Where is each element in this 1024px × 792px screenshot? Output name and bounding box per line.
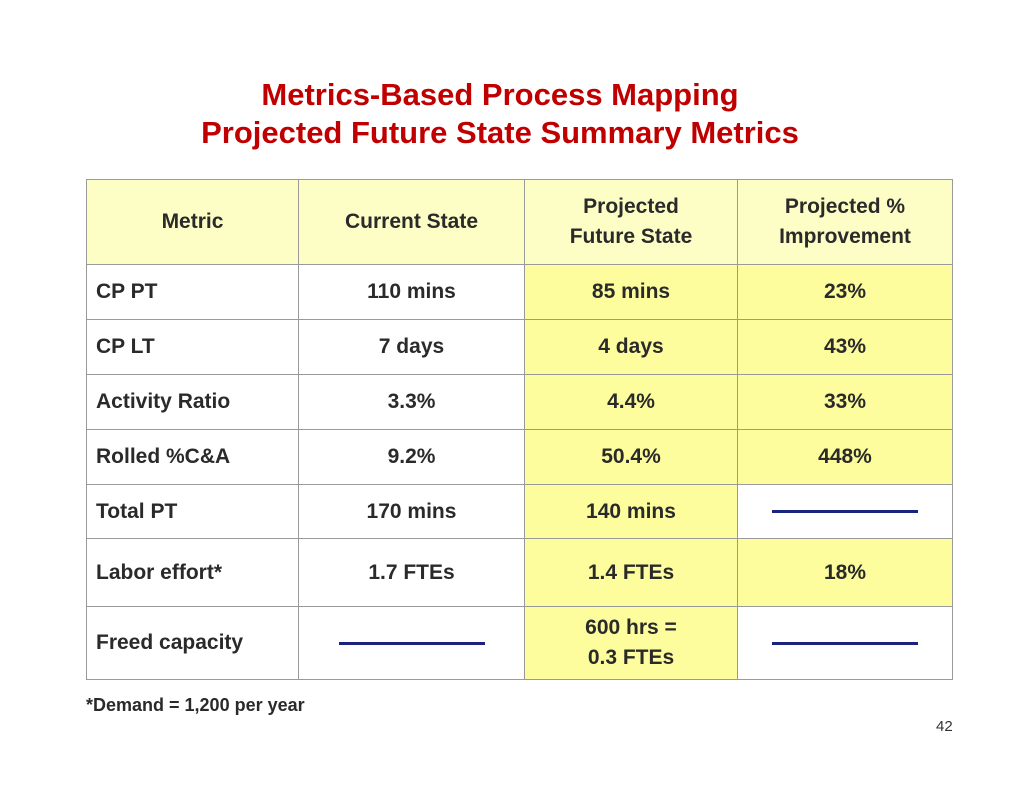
table-row: Rolled %C&A 9.2% 50.4% 448% [86, 429, 953, 485]
slide-title: Metrics-Based Process Mapping Projected … [0, 76, 1000, 152]
table-row: CP PT 110 mins 85 mins 23% [86, 264, 953, 320]
cell-future: 4 days [524, 319, 738, 375]
cell-metric: Freed capacity [86, 606, 299, 680]
cell-metric: Activity Ratio [86, 374, 299, 430]
title-line-1: Metrics-Based Process Mapping [261, 77, 739, 112]
table-row: Freed capacity 600 hrs = 0.3 FTEs [86, 606, 953, 680]
cell-current: 170 mins [298, 484, 525, 539]
table-header-row: Metric Current State Projected Future St… [86, 179, 953, 265]
header-projected-improvement: Projected % Improvement [737, 179, 953, 265]
cell-improvement: 23% [737, 264, 953, 320]
cell-future: 1.4 FTEs [524, 538, 738, 607]
cell-current: 1.7 FTEs [298, 538, 525, 607]
cell-current-empty [298, 606, 525, 680]
cell-improvement: 43% [737, 319, 953, 375]
cell-future: 50.4% [524, 429, 738, 485]
cell-metric: Rolled %C&A [86, 429, 299, 485]
cell-improvement-empty [737, 606, 953, 680]
dash-line [338, 641, 485, 645]
cell-current: 9.2% [298, 429, 525, 485]
cell-improvement-empty [737, 484, 953, 539]
header-improvement-line-2: Improvement [779, 225, 911, 248]
cell-metric: CP PT [86, 264, 299, 320]
metrics-table: Metric Current State Projected Future St… [86, 179, 953, 680]
cell-future: 600 hrs = 0.3 FTEs [524, 606, 738, 680]
dash-line [772, 510, 918, 514]
header-improvement-line-1: Projected % [784, 195, 906, 218]
header-projected-future-state: Projected Future State [524, 179, 738, 265]
dash-line [772, 641, 918, 645]
cell-future: 85 mins [524, 264, 738, 320]
table-row: Labor effort* 1.7 FTEs 1.4 FTEs 18% [86, 538, 953, 607]
header-future-line-2: Future State [569, 225, 693, 248]
cell-current: 7 days [298, 319, 525, 375]
cell-current: 3.3% [298, 374, 525, 430]
cell-future: 4.4% [524, 374, 738, 430]
cell-metric: Labor effort* [86, 538, 299, 607]
cell-improvement: 33% [737, 374, 953, 430]
cell-improvement: 448% [737, 429, 953, 485]
page-number: 42 [936, 718, 953, 735]
cell-future-line-2: 0.3 FTEs [587, 646, 675, 669]
cell-improvement: 18% [737, 538, 953, 607]
table-row: Activity Ratio 3.3% 4.4% 33% [86, 374, 953, 430]
cell-future-line-1: 600 hrs = [585, 616, 677, 639]
header-current-state: Current State [298, 179, 525, 265]
header-future-line-1: Projected [583, 195, 679, 218]
table-row: CP LT 7 days 4 days 43% [86, 319, 953, 375]
table-row: Total PT 170 mins 140 mins [86, 484, 953, 539]
footnote: *Demand = 1,200 per year [86, 695, 305, 715]
cell-future: 140 mins [524, 484, 738, 539]
header-metric: Metric [86, 179, 299, 265]
cell-current: 110 mins [298, 264, 525, 320]
cell-metric: CP LT [86, 319, 299, 375]
title-line-2: Projected Future State Summary Metrics [201, 115, 799, 150]
cell-metric: Total PT [86, 484, 299, 539]
